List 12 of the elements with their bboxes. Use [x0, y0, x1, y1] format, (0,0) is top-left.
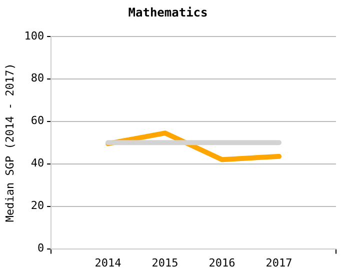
x-tick-label: 2017: [266, 256, 292, 270]
y-tick-label: 20: [30, 199, 44, 212]
y-tick-label: 60: [30, 114, 44, 128]
x-tick-label: 2015: [152, 256, 178, 270]
y-tick-label: 80: [30, 72, 44, 85]
y-tick-label: 40: [30, 156, 44, 170]
y-tick-label: 100: [24, 29, 44, 42]
x-tick-label: 2014: [94, 256, 122, 270]
chart-title: Mathematics: [128, 5, 208, 20]
y-axis-title: Median SGP (2014 - 2017): [3, 63, 16, 222]
x-tick-label: 2016: [208, 256, 236, 270]
y-tick-label: 0: [37, 242, 44, 255]
